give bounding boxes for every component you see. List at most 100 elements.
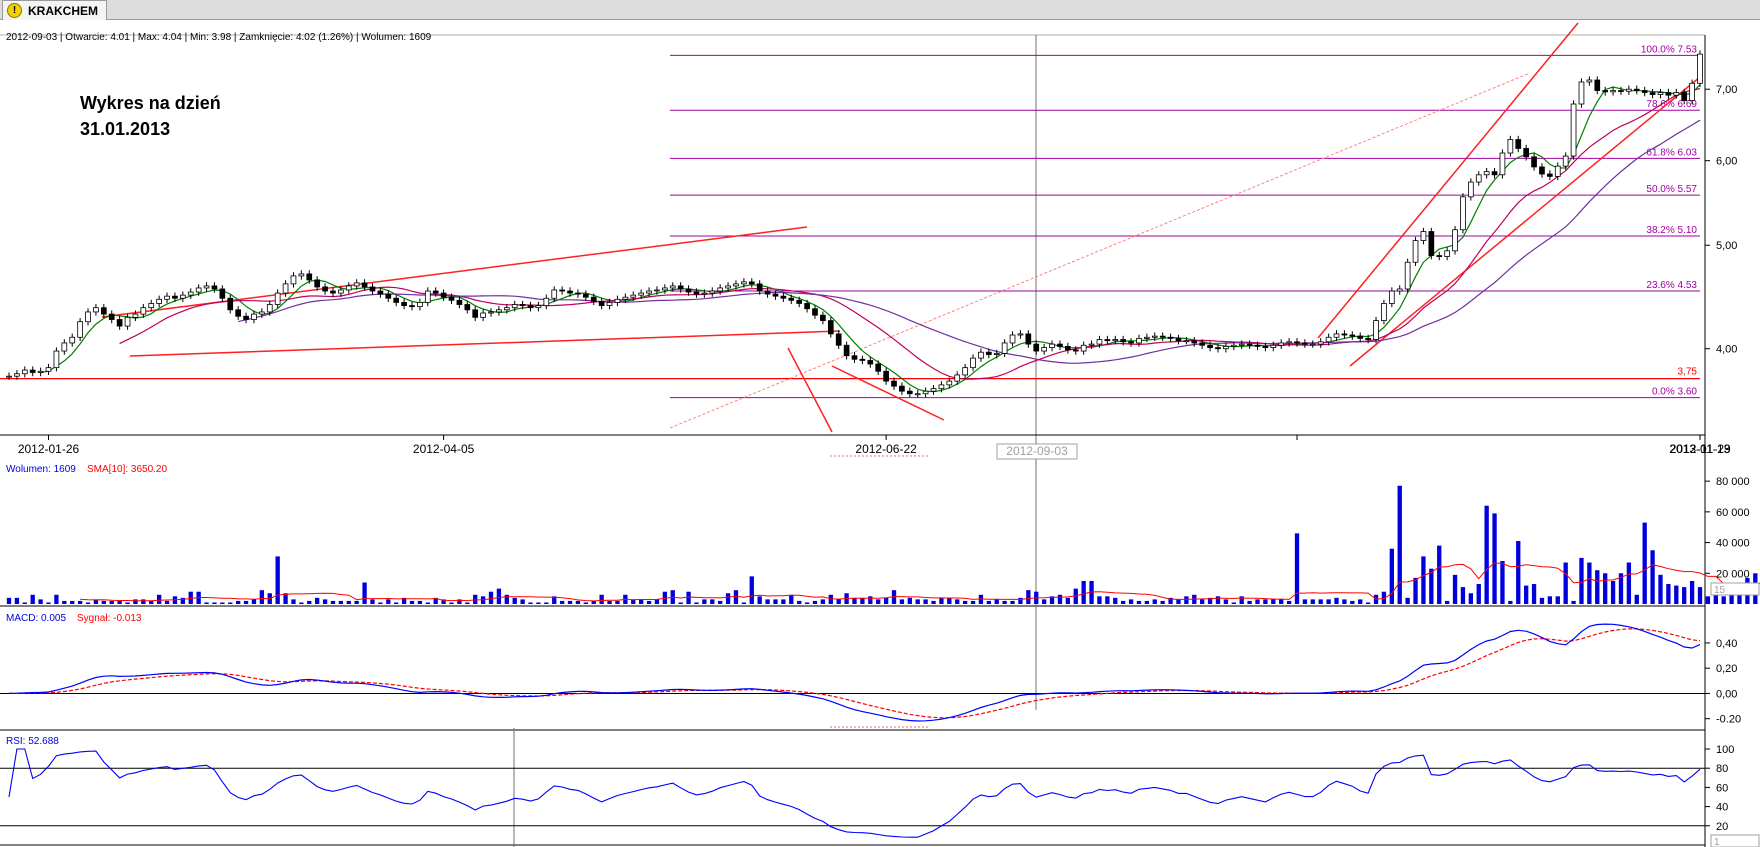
x-tick-label: 2013-01-29 — [1669, 442, 1731, 456]
candle-body — [401, 302, 407, 306]
rsi-tick-label: 20 — [1716, 821, 1728, 833]
candle — [243, 312, 249, 324]
volume-bar — [1065, 597, 1071, 604]
volume-bar — [441, 599, 446, 604]
volume-tick-label: 20 000 — [1716, 568, 1750, 580]
candle-body — [330, 290, 336, 294]
candle-body — [108, 313, 115, 320]
candle-body — [235, 309, 241, 317]
volume-bar — [1176, 599, 1181, 604]
volume-bar — [338, 600, 344, 604]
volume-bar — [1492, 513, 1497, 604]
volume-bar — [718, 600, 723, 604]
candle — [156, 295, 162, 308]
candle — [1412, 236, 1419, 266]
candle-body — [21, 369, 28, 375]
volume-bar — [868, 596, 873, 604]
volume-bar — [1508, 600, 1513, 604]
candle-body — [164, 295, 170, 300]
tab-krakchem[interactable]: ! KRAKCHEM — [2, 0, 107, 20]
candle — [456, 296, 463, 309]
warning-icon: ! — [7, 3, 22, 18]
volume-bar — [117, 600, 122, 604]
candle — [559, 286, 565, 295]
candle-body — [29, 369, 36, 373]
candle-body — [946, 380, 953, 386]
volume-bar — [354, 600, 359, 604]
volume-bar — [394, 602, 399, 604]
volume-bar — [1326, 599, 1331, 604]
candle — [1452, 226, 1458, 255]
candle — [527, 301, 534, 312]
candle-body — [259, 311, 265, 315]
candle-body — [1515, 139, 1522, 149]
candle-body — [851, 355, 858, 360]
volume-bar — [1113, 597, 1118, 604]
volume-bar — [1634, 594, 1639, 604]
candle — [1325, 333, 1332, 346]
volume-tick-label: 80 000 — [1716, 476, 1750, 488]
candle — [1215, 343, 1221, 353]
volume-bar — [93, 599, 99, 604]
support-level: 3,75 — [0, 367, 1700, 380]
volume-bar — [465, 602, 470, 604]
candle-body — [424, 290, 431, 303]
candle-body — [1294, 341, 1300, 344]
candle-body — [954, 374, 961, 382]
candle — [1080, 341, 1087, 355]
candle — [851, 352, 858, 363]
candle-body — [1151, 335, 1158, 338]
candle — [1001, 339, 1008, 358]
candle — [1246, 340, 1253, 349]
candle-body — [993, 352, 1000, 355]
candle-body — [1033, 343, 1040, 352]
candle — [1697, 50, 1703, 88]
candle-body — [496, 309, 502, 313]
candle — [812, 305, 818, 319]
candle-body — [567, 290, 573, 294]
candle — [1317, 338, 1324, 348]
volume-bar — [228, 602, 233, 604]
macd-panel: MACD: 0.005 Sygnał: -0.013 -0.20 0,00 0,20… — [0, 613, 1741, 728]
candle — [993, 349, 1000, 359]
candle — [1428, 227, 1435, 260]
candle-body — [741, 281, 747, 285]
candle — [835, 330, 842, 349]
volume-bar — [1642, 522, 1647, 604]
candle-body — [1547, 173, 1553, 177]
fib-label: 38.2% 5.10 — [1646, 225, 1697, 236]
macd-label: MACD: 0.005 — [6, 613, 66, 624]
trendline-down — [787, 347, 833, 433]
candle-body — [788, 297, 795, 301]
volume-bar — [1571, 600, 1576, 604]
candle-body — [519, 304, 526, 306]
candle-body — [488, 311, 494, 314]
candle — [654, 286, 660, 295]
candle — [1602, 86, 1609, 96]
volume-bar — [1200, 599, 1205, 604]
candle — [488, 308, 494, 317]
volume-bar — [30, 594, 35, 604]
candle — [1578, 78, 1585, 108]
candle — [1104, 335, 1111, 345]
candle-body — [1602, 90, 1609, 93]
candle-body — [614, 298, 621, 303]
candle-body — [717, 287, 724, 292]
volume-bar — [1365, 602, 1371, 604]
candle-body — [1420, 231, 1427, 242]
volume-bar — [62, 600, 67, 604]
volume-bar — [702, 599, 707, 604]
candle-body — [1191, 340, 1198, 344]
candle — [1159, 332, 1166, 341]
volume-bar — [1666, 584, 1671, 604]
volume-bar — [947, 597, 952, 604]
volume-bar — [1421, 556, 1426, 604]
volume-bar — [1618, 573, 1624, 604]
price-tick-label: 6,00 — [1716, 156, 1737, 168]
candle-body — [1317, 341, 1324, 345]
candle — [867, 356, 874, 368]
volume-bar — [678, 602, 683, 604]
candle-body — [1618, 90, 1624, 92]
cursor-date: 2012-09-03 — [1006, 444, 1068, 458]
chart-area[interactable]: 2012-09-03 | Otwarcie: 4.01 | Max: 4.04 … — [0, 20, 1760, 847]
